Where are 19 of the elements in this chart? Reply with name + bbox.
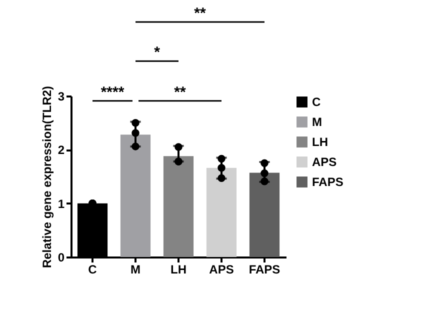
legend-label: FAPS bbox=[312, 175, 344, 189]
annotation: **** bbox=[100, 84, 124, 101]
y-tick-label: 1 bbox=[58, 196, 65, 211]
x-tick-label: C bbox=[88, 262, 98, 276]
y-tick-label: 0 bbox=[58, 250, 65, 264]
y-tick-label: 2 bbox=[58, 143, 65, 158]
annotation: ** bbox=[174, 84, 186, 101]
legend-label: LH bbox=[312, 135, 328, 149]
legend-label: M bbox=[312, 115, 322, 129]
legend-label: APS bbox=[312, 155, 337, 169]
x-tick-label: LH bbox=[170, 262, 186, 276]
y-tick-label: 3 bbox=[58, 90, 65, 104]
y-axis-title: Relative gene expression(TLR2) bbox=[40, 86, 54, 268]
x-tick-label: FAPS bbox=[248, 262, 280, 276]
text: * bbox=[154, 44, 160, 62]
x-tick-label: M bbox=[130, 262, 140, 276]
x-tick-label: APS bbox=[209, 262, 234, 276]
legend-label: C bbox=[312, 95, 321, 109]
text: ** bbox=[194, 4, 206, 22]
